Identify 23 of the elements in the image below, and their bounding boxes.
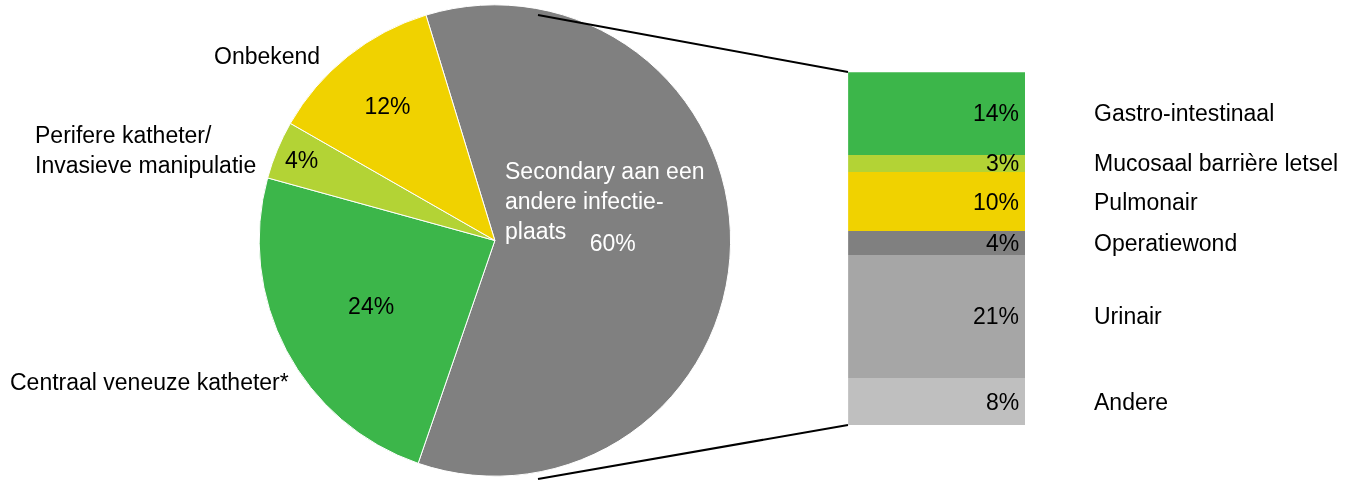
data-label: 21% <box>973 303 1020 329</box>
data-label: 8% <box>986 389 1020 415</box>
data-label: 12% <box>364 92 411 119</box>
bar <box>848 378 1026 426</box>
bar <box>848 231 1026 255</box>
slice-label: Centraal veneuze katheter* <box>10 369 289 395</box>
text: Pulmonair <box>1094 189 1198 215</box>
data-label: 24% <box>348 292 395 319</box>
data-label: 4% <box>284 147 319 174</box>
text: Gastro-intestinaal <box>1094 100 1275 126</box>
text: Operatiewond <box>1094 230 1238 256</box>
data-label: 10% <box>973 189 1020 215</box>
data-label: 3% <box>986 150 1020 176</box>
slice-label: Perifere katheter/ Invasieve manipulatie <box>35 122 257 178</box>
text: Urinair <box>1094 303 1163 329</box>
text: Mucosaal barrière letsel <box>1094 150 1339 176</box>
bar <box>848 72 1026 155</box>
slice-label: Onbekend <box>214 43 321 69</box>
data-label: 60% <box>589 229 636 256</box>
data-label: 4% <box>986 230 1020 256</box>
text: Andere <box>1094 389 1169 415</box>
bar <box>848 172 1026 232</box>
data-label: 14% <box>973 100 1020 126</box>
